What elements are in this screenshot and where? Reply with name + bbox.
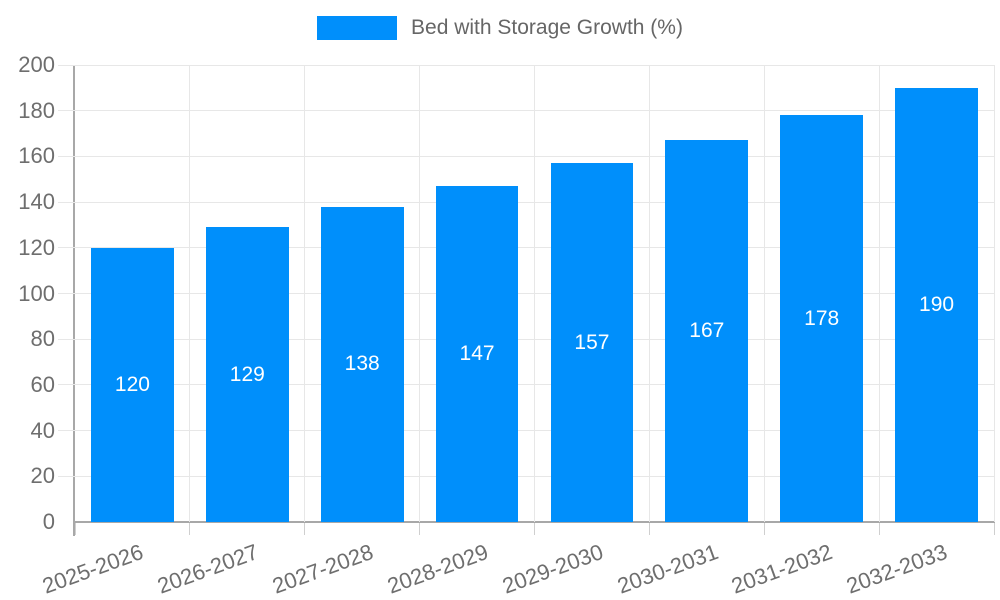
bar-value-label: 120: [114, 372, 150, 396]
y-axis-tick-label: 200: [18, 52, 55, 77]
gridline-horizontal: [58, 475, 994, 477]
bar-value-label: 129: [229, 362, 265, 386]
x-tick-mark: [419, 523, 421, 535]
bar-value-label: 178: [804, 306, 840, 330]
x-axis-tick-label: 2027-2028: [268, 539, 377, 599]
gridline-horizontal: [58, 201, 994, 203]
gridline-horizontal: [58, 110, 994, 112]
x-tick-mark: [534, 523, 535, 535]
y-axis-tick-label: 100: [18, 280, 55, 306]
bar-2030-2031[interactable]: 167: [665, 140, 749, 522]
gridline-horizontal: [58, 293, 994, 294]
x-axis-line: [75, 521, 995, 523]
bar-2027-2028[interactable]: 138: [320, 206, 404, 522]
y-axis-tick-label: 120: [18, 234, 55, 260]
bar-2025-2026[interactable]: 120: [91, 247, 174, 522]
legend-color-swatch-icon: [317, 16, 398, 40]
y-axis-tick-label: 40: [30, 417, 55, 443]
x-tick-mark: [74, 523, 76, 535]
x-axis-tick-label: 2029-2030: [498, 539, 607, 599]
x-axis-tick-label: 2031-2032: [728, 539, 836, 599]
x-tick-mark: [189, 523, 191, 535]
gridline-vertical: [763, 65, 765, 522]
y-axis-tick-label: 0: [42, 509, 55, 534]
gridline-vertical: [534, 65, 535, 522]
y-axis-tick-label: 80: [30, 326, 55, 352]
x-axis-tick-label: 2032-2033: [843, 539, 951, 599]
x-tick-mark: [763, 523, 765, 535]
bar-value-label: 167: [689, 319, 725, 343]
gridline-vertical: [993, 65, 995, 522]
gridline-vertical: [648, 65, 650, 522]
y-axis-tick-label: 180: [18, 97, 55, 123]
x-tick-mark: [304, 523, 306, 535]
x-axis-tick-label: 2025-2026: [39, 539, 147, 599]
bar-2031-2032[interactable]: 178: [780, 115, 864, 522]
bar-value-label: 138: [344, 352, 380, 376]
gridline-horizontal: [58, 155, 994, 157]
gridline-vertical: [189, 65, 191, 522]
x-axis-tick-label: 2026-2027: [154, 539, 262, 599]
y-axis-tick-label: 60: [30, 371, 55, 397]
gridline-vertical: [304, 65, 306, 522]
bar-2026-2027[interactable]: 129: [205, 227, 289, 522]
x-tick-mark: [648, 523, 650, 535]
x-tick-mark: [878, 523, 880, 535]
bar-value-label: 157: [574, 330, 610, 354]
plot-area: 120 129 138 147 157 167 178 190: [58, 64, 995, 522]
gridline-horizontal: [58, 338, 994, 340]
y-axis-line: [73, 65, 75, 536]
legend-label: Bed with Storage Growth (%): [411, 16, 683, 39]
y-axis-tick-label: 160: [18, 143, 55, 169]
bar-value-label: 147: [459, 342, 495, 366]
y-axis-tick-label: 140: [18, 189, 55, 215]
gridline-horizontal: [58, 430, 994, 432]
gridline-horizontal: [58, 384, 994, 386]
legend: Bed with Storage Growth (%): [0, 16, 1000, 40]
bar-2032-2033[interactable]: 190: [895, 87, 978, 522]
bar-2028-2029[interactable]: 147: [435, 186, 519, 522]
x-axis-tick-label: 2030-2031: [613, 539, 722, 599]
x-tick-mark: [993, 523, 995, 535]
gridline-horizontal: [58, 64, 994, 66]
y-axis-tick-label: 20: [30, 463, 55, 489]
x-axis-tick-label: 2028-2029: [383, 539, 492, 599]
legend-item[interactable]: Bed with Storage Growth (%): [317, 16, 683, 40]
gridline-vertical: [878, 65, 880, 522]
gridline-vertical: [419, 65, 421, 522]
gridline-horizontal: [58, 247, 994, 249]
bar-value-label: 190: [919, 292, 955, 316]
bar-2029-2030[interactable]: 157: [550, 163, 634, 522]
